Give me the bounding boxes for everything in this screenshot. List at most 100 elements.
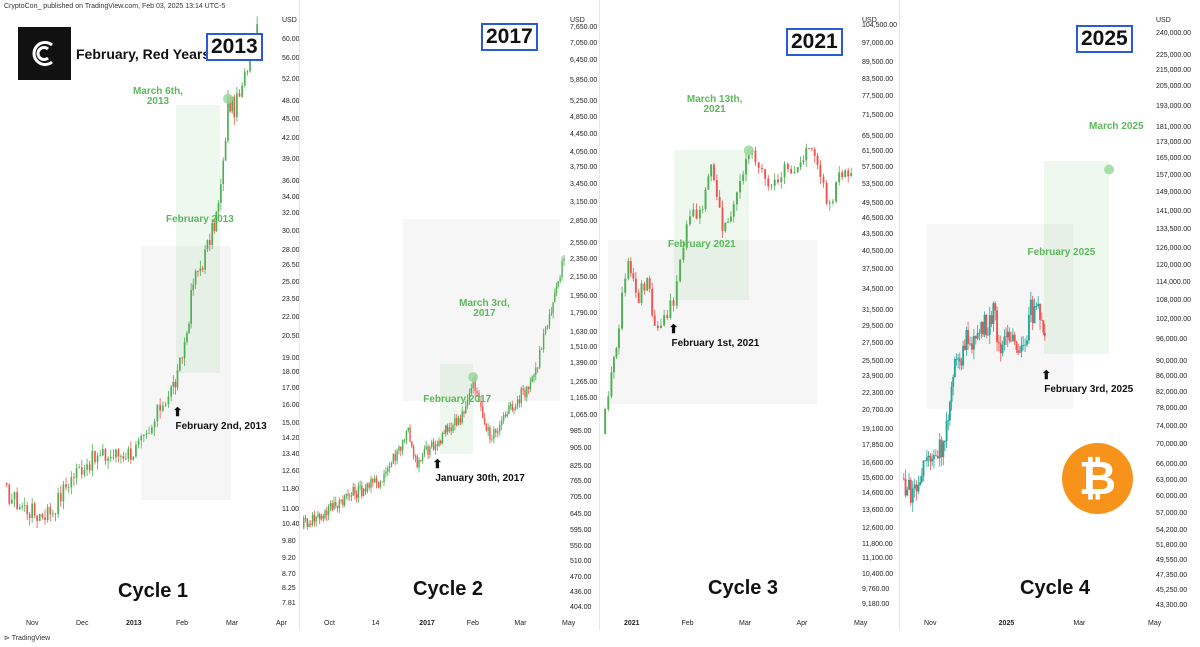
candle-body	[311, 514, 314, 525]
y-tick-label: 57,500.00	[862, 164, 894, 172]
candle-body	[335, 502, 337, 507]
candle-body	[485, 423, 488, 431]
candle-body	[552, 302, 554, 313]
y-tick-label: 45.00	[282, 115, 300, 123]
x-tick-label: Nov	[26, 620, 39, 627]
candle-body	[906, 489, 909, 496]
y-tick-label: 10.40	[282, 521, 300, 529]
candle-body	[520, 388, 522, 404]
publisher-header: CryptoCon_ published on TradingView.com,…	[4, 3, 226, 10]
y-tick-label: 43,300.00	[1156, 601, 1188, 609]
candle-body	[610, 372, 613, 397]
y-tick-label: 13,600.00	[862, 507, 894, 515]
y-tick-label: 7.81	[282, 600, 296, 608]
candle-body	[531, 377, 533, 383]
candle-body	[67, 487, 70, 489]
candle-body	[379, 481, 382, 488]
y-tick-label: 12,600.00	[862, 525, 894, 533]
candle-body	[660, 325, 662, 329]
candle-body	[109, 456, 112, 459]
candle-body	[739, 180, 741, 193]
candle-body	[607, 396, 610, 410]
candle-body	[924, 460, 927, 462]
candle-body	[474, 377, 476, 392]
candle-body	[666, 315, 669, 319]
candle-body	[715, 180, 718, 198]
candle-body	[38, 513, 41, 521]
candle-body	[634, 278, 637, 293]
candle-body	[540, 349, 543, 350]
axis-unit: USD	[570, 17, 585, 24]
candle-body	[162, 405, 164, 411]
candle-body	[478, 393, 480, 402]
candle-body	[122, 456, 125, 459]
candle-body	[204, 249, 206, 270]
y-tick-label: 108,000.00	[1156, 296, 1192, 304]
y-tick-label: 86,000.00	[1156, 372, 1188, 380]
x-tick-label: 14	[371, 620, 380, 627]
y-tick-label: 102,000.00	[1156, 315, 1192, 323]
candle-body	[557, 281, 559, 287]
y-tick-label: 53,500.00	[862, 181, 894, 189]
candle-body	[529, 382, 532, 390]
cycle-label: Cycle 1	[118, 580, 189, 602]
candle-body	[75, 468, 78, 479]
candle-body	[57, 492, 59, 515]
candle-body	[350, 495, 353, 497]
candle-body	[970, 343, 973, 350]
candle-body	[236, 93, 238, 118]
candle-body	[176, 370, 179, 388]
candle-body	[370, 478, 372, 488]
candle-body	[461, 411, 463, 423]
candle-body	[143, 434, 145, 437]
candle-body	[952, 376, 955, 387]
y-tick-label: 3,750.00	[570, 164, 598, 172]
y-tick-label: 9.80	[282, 537, 296, 545]
candle-body	[188, 323, 190, 333]
y-tick-label: 34,500.00	[862, 285, 894, 293]
candle-body	[368, 483, 370, 488]
y-tick-label: 181,000.00	[1156, 124, 1192, 132]
candle-body	[452, 425, 454, 431]
candle-body	[1039, 303, 1041, 320]
candle-body	[511, 404, 514, 411]
candle-body	[767, 178, 770, 187]
candle-body	[450, 427, 452, 431]
y-tick-label: 14.20	[282, 435, 300, 443]
y-tick-label: 1,065.00	[570, 412, 598, 420]
candle-body	[416, 456, 418, 468]
candle-body	[304, 517, 307, 519]
range-shade	[402, 218, 561, 402]
candle-body	[432, 441, 435, 450]
cryptocon-logo-icon	[18, 27, 71, 80]
candle-body	[470, 387, 472, 394]
candle-body	[925, 457, 928, 461]
year-label: 2025	[1076, 25, 1133, 53]
y-tick-label: 9.20	[282, 555, 296, 563]
y-tick-label: 37,500.00	[862, 265, 894, 273]
candle-body	[692, 209, 695, 217]
candle-body	[526, 386, 528, 398]
y-tick-label: 2,850.00	[570, 218, 598, 226]
candle-body	[8, 484, 11, 504]
candle-body	[773, 179, 776, 186]
x-tick-label: Feb	[681, 620, 694, 627]
y-tick-label: 133,500.00	[1156, 225, 1192, 233]
candle-body	[624, 278, 627, 293]
candle-body	[208, 240, 211, 246]
y-tick-label: 114,000.00	[1156, 278, 1191, 286]
y-tick-label: 23.50	[282, 295, 300, 303]
y-tick-label: 54,200.00	[1156, 526, 1188, 534]
x-tick-label: Mar	[226, 620, 239, 627]
candle-body	[456, 417, 458, 426]
candle-body	[192, 284, 195, 291]
candle-body	[418, 459, 420, 468]
y-tick-label: 20,700.00	[862, 407, 894, 415]
candle-body	[107, 458, 109, 461]
x-tick-label: Apr	[276, 620, 287, 627]
candle-body	[345, 494, 348, 496]
candle-body	[1027, 314, 1030, 341]
candle-body	[137, 440, 140, 445]
candle-body	[388, 466, 391, 469]
candle-body	[920, 476, 923, 482]
